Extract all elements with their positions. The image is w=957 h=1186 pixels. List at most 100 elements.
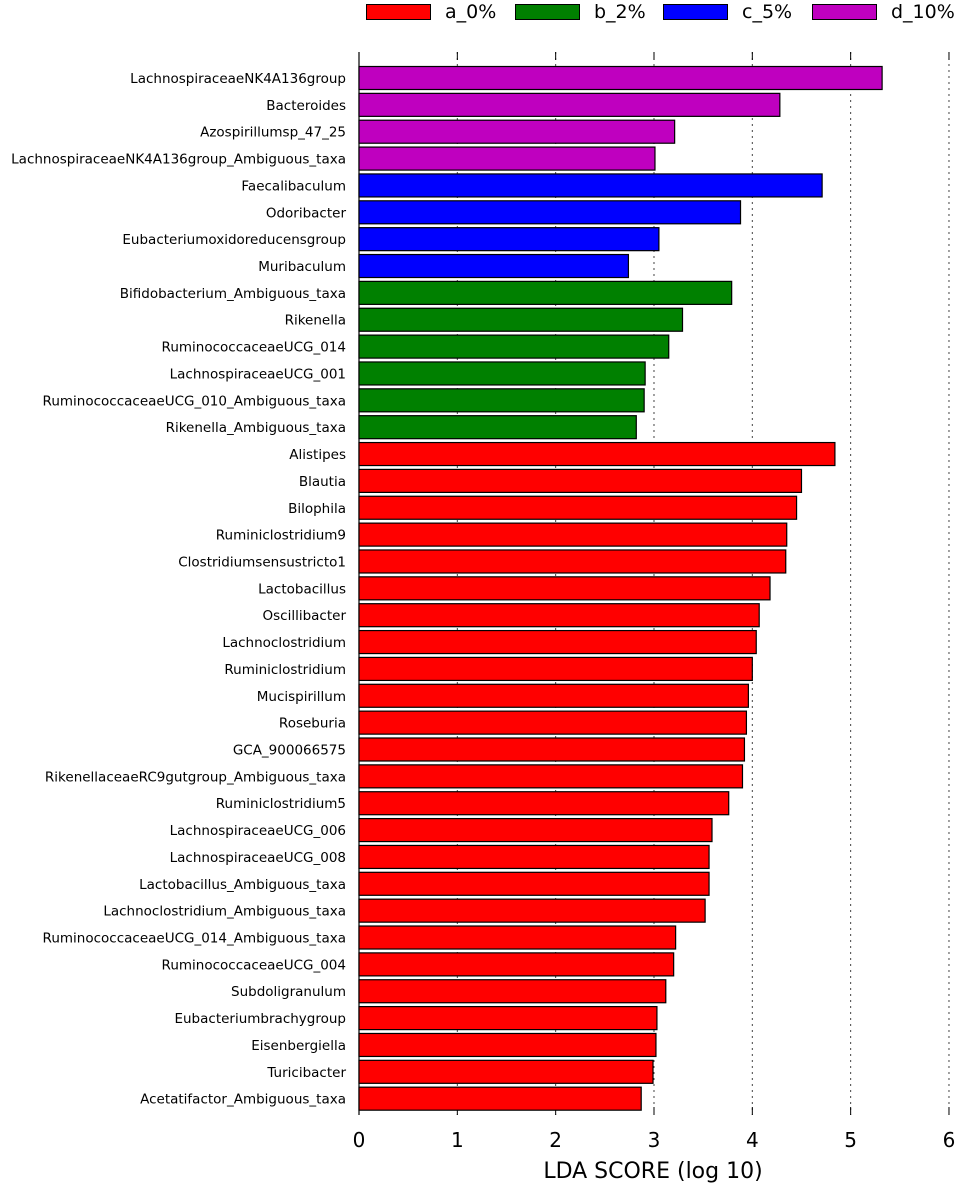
legend-label: b_2%: [594, 1, 646, 23]
legend-swatch: [663, 4, 728, 20]
bar: [358, 1086, 642, 1111]
legend-item: c_5%: [663, 0, 792, 24]
x-tick-label: 4: [746, 1128, 759, 1152]
bar: [358, 549, 787, 574]
bar: [358, 791, 730, 816]
bar-label: Subdoligranulum: [231, 984, 346, 1000]
bar-label: Lachnoclostridium_Ambiguous_taxa: [103, 904, 346, 920]
bar: [358, 1005, 658, 1031]
x-tick-label: 0: [353, 1128, 366, 1152]
bar: [358, 227, 660, 252]
bar-label: RuminococcaceaeUCG_004: [162, 957, 346, 973]
bar-label: Rikenella: [285, 313, 346, 329]
bar-label: LachnospiraceaeUCG_008: [170, 850, 346, 866]
bar: [358, 361, 646, 386]
bar: [358, 307, 684, 332]
bar: [358, 603, 760, 628]
bar: [358, 388, 645, 413]
bar: [358, 710, 748, 735]
bar-label: Ruminiclostridium5: [216, 796, 346, 812]
bar-label: Lachnoclostridium: [222, 635, 346, 651]
bar: [358, 280, 733, 305]
bar-label: Azospirillumsp_47_25: [200, 125, 346, 141]
bar-label: Bilophila: [288, 501, 346, 517]
x-tick-label: 3: [648, 1128, 661, 1152]
bar: [358, 817, 713, 843]
bar-label: Lactobacillus_Ambiguous_taxa: [139, 877, 346, 893]
legend-label: d_10%: [891, 1, 955, 23]
bar-label: Bifidobacterium_Ambiguous_taxa: [120, 286, 346, 302]
bar: [358, 764, 744, 789]
bar: [358, 65, 883, 91]
bar-label: Rikenella_Ambiguous_taxa: [166, 420, 346, 436]
bar-label: Turicibacter: [266, 1065, 346, 1081]
x-tick-label: 2: [549, 1128, 562, 1152]
legend-swatch: [366, 4, 431, 20]
bar-label: RuminococcaceaeUCG_010_Ambiguous_taxa: [43, 393, 346, 409]
bar-label: Alistipes: [289, 447, 346, 463]
bar-label: Eisenbergiella: [251, 1038, 346, 1054]
bar-label: Eubacteriumoxidoreducensgroup: [122, 232, 346, 248]
bar: [358, 415, 637, 440]
bar: [358, 334, 670, 359]
bar: [358, 656, 753, 682]
x-tick-label: 6: [943, 1128, 956, 1152]
legend-label: c_5%: [742, 1, 793, 23]
bar-label: Oscillibacter: [263, 608, 347, 624]
legend-swatch: [515, 4, 580, 20]
bar-label: Clostridiumsensustricto1: [178, 554, 346, 570]
bar-label: Lactobacillus: [258, 581, 346, 597]
bar-label: Mucispirillum: [257, 689, 346, 705]
x-tick-label: 5: [844, 1128, 857, 1152]
bar-label: Eubacteriumbrachygroup: [174, 1011, 346, 1027]
bar-label: LachnospiraceaeNK4A136group_Ambiguous_ta…: [11, 152, 346, 168]
x-axis-title: LDA SCORE (log 10): [543, 1159, 762, 1184]
bar-label: Faecalibaculum: [241, 178, 346, 194]
bar-label: Ruminiclostridium: [224, 662, 346, 678]
legend-item: b_2%: [515, 0, 646, 24]
bar-label: Blautia: [299, 474, 346, 490]
bar: [358, 495, 798, 520]
bar: [358, 468, 803, 493]
bar-label: Roseburia: [279, 716, 346, 732]
bar: [358, 441, 836, 467]
bar: [358, 576, 771, 601]
bar: [358, 173, 823, 198]
bar: [358, 871, 710, 896]
bar-label: RuminococcaceaeUCG_014: [162, 340, 346, 356]
bar-label: Bacteroides: [266, 98, 346, 114]
bar: [358, 1032, 657, 1058]
bar-label: LachnospiraceaeNK4A136group: [130, 71, 346, 87]
bar-label: RuminococcaceaeUCG_014_Ambiguous_taxa: [43, 931, 346, 947]
legend-item: d_10%: [812, 0, 955, 24]
bar: [358, 119, 676, 144]
bar-label: RikenellaceaeRC9gutgroup_Ambiguous_taxa: [45, 769, 346, 785]
bar-label: LachnospiraceaeUCG_006: [170, 823, 346, 839]
bar: [358, 898, 706, 923]
bar: [358, 522, 788, 547]
bar: [358, 200, 742, 225]
bar: [358, 683, 749, 708]
bar: [358, 952, 675, 977]
x-tick-label: 1: [451, 1128, 464, 1152]
legend-label: a_0%: [445, 1, 497, 23]
bar-label: Acetatifactor_Ambiguous_taxa: [140, 1092, 346, 1108]
bar: [358, 925, 677, 950]
chart-legend: a_0% b_2% c_5% d_10%: [0, 0, 957, 30]
bar-label: Muribaculum: [258, 259, 346, 275]
bar: [358, 146, 656, 171]
bar: [358, 737, 746, 762]
legend-item: a_0%: [366, 0, 496, 24]
bar-label: LachnospiraceaeUCG_001: [170, 366, 346, 382]
legend-swatch: [812, 4, 877, 20]
bar: [358, 629, 757, 655]
bar: [358, 844, 710, 870]
bar-label: GCA_900066575: [233, 743, 346, 759]
bar: [358, 253, 630, 279]
bar-label: Ruminiclostridium9: [216, 528, 346, 544]
bar: [358, 979, 667, 1004]
bar-label: Odoribacter: [266, 205, 347, 221]
bar: [358, 92, 781, 117]
bar: [358, 1059, 654, 1084]
